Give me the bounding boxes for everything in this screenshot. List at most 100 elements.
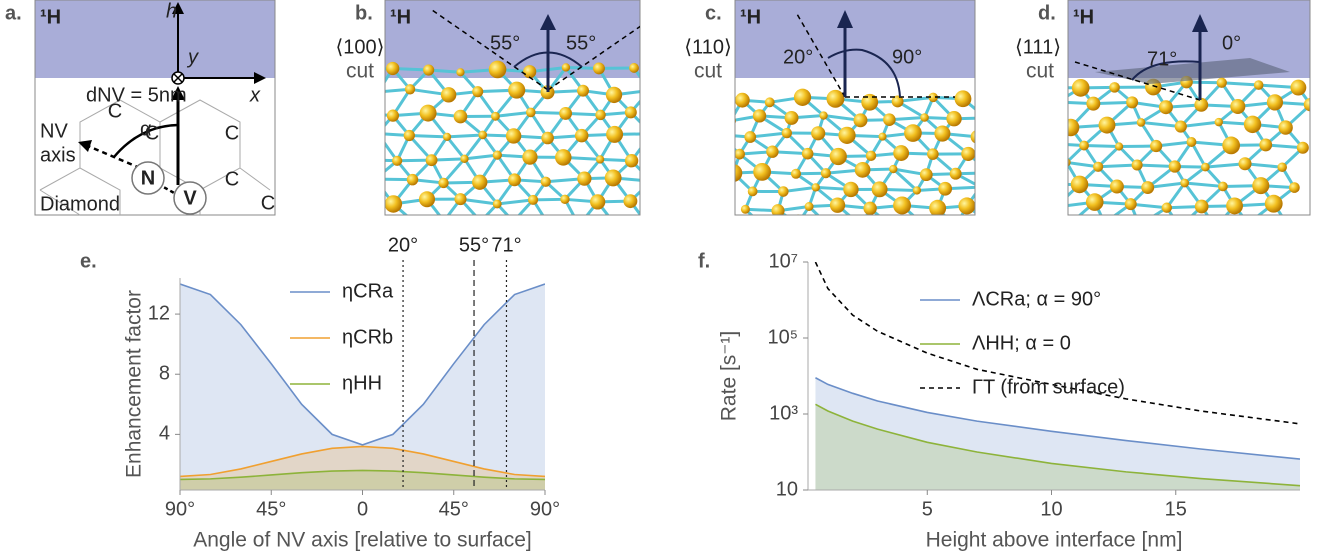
- atom: [625, 154, 638, 167]
- atom: [606, 87, 622, 103]
- atom: [528, 195, 538, 205]
- n-label: N: [141, 167, 155, 189]
- bond: [828, 225, 862, 226]
- y-tick-label: 10³: [769, 402, 798, 424]
- atom: [555, 149, 572, 166]
- atom: [370, 174, 381, 185]
- atom: [927, 148, 939, 160]
- bond: [1033, 224, 1069, 225]
- bond: [409, 135, 447, 136]
- atom: [407, 174, 418, 185]
- bond: [1248, 224, 1287, 225]
- atom: [782, 128, 792, 138]
- legend-label: ΛHH; α = 0: [972, 332, 1071, 354]
- atom: [1297, 142, 1309, 154]
- atom: [508, 82, 525, 99]
- atom: [572, 218, 586, 232]
- lattice: [354, 61, 660, 234]
- atom: [950, 168, 962, 180]
- atom: [1169, 160, 1181, 172]
- atom: [802, 148, 814, 160]
- atom: [541, 132, 554, 145]
- c-label: C: [225, 168, 239, 190]
- atom: [606, 126, 623, 143]
- atom: [830, 197, 845, 212]
- atom: [812, 183, 820, 191]
- atom: [778, 186, 789, 197]
- y-tick-label: 10⁷: [769, 250, 798, 272]
- bond: [1033, 124, 1051, 144]
- bond: [447, 135, 483, 137]
- atom: [971, 130, 985, 144]
- bond: [1215, 224, 1248, 228]
- bond: [464, 155, 497, 159]
- atom: [1093, 162, 1103, 172]
- atom: [961, 147, 975, 161]
- atom: [854, 113, 868, 127]
- bond: [977, 118, 986, 137]
- atom: [596, 155, 604, 163]
- angle-label: 55°: [566, 32, 596, 54]
- atom: [1280, 217, 1296, 233]
- bond: [513, 222, 547, 224]
- atom: [978, 110, 995, 127]
- bond: [709, 100, 730, 120]
- atom: [734, 149, 745, 160]
- depth-label: dNV = 5nm: [86, 84, 187, 106]
- atom: [356, 198, 368, 210]
- atom: [354, 154, 366, 166]
- atom: [1244, 116, 1261, 133]
- chart: f.ΛCRa; α = 90°ΛHH; α = 0ΓT (from surfac…: [698, 250, 1300, 551]
- atom: [443, 133, 451, 141]
- cut-label: cut: [694, 60, 722, 83]
- atom: [491, 112, 500, 121]
- atom: [920, 221, 930, 231]
- atom: [830, 148, 847, 165]
- x-tick-label: 0: [357, 498, 368, 520]
- bond: [981, 173, 990, 187]
- bond: [1028, 166, 1043, 184]
- atom: [1062, 119, 1080, 137]
- legend-label: ηCRb: [342, 326, 393, 348]
- panel-label: e.: [80, 250, 97, 272]
- y-axis-label: Enhancement factor: [123, 290, 146, 478]
- diamond-label: Diamond: [40, 193, 120, 215]
- figure: a. ¹H h y x dNV = 5nm NV axis α N V C C …: [0, 0, 1320, 560]
- atom: [1027, 218, 1040, 231]
- atom: [560, 195, 569, 204]
- cut-label: cut: [346, 60, 374, 83]
- atom: [843, 182, 858, 197]
- atom: [1038, 82, 1049, 93]
- atom: [934, 126, 950, 142]
- bond: [1084, 146, 1119, 147]
- bond: [360, 160, 398, 161]
- x-tick-label: 10: [1040, 498, 1062, 520]
- medium-label: ¹H: [390, 6, 411, 28]
- atom: [744, 131, 756, 143]
- atom: [811, 126, 825, 140]
- atom: [605, 169, 622, 186]
- atom: [506, 128, 521, 143]
- angle-label: 20°: [783, 46, 813, 68]
- x-tick-label: 15: [1165, 498, 1187, 520]
- atom: [863, 202, 876, 215]
- bond: [719, 121, 730, 135]
- atom: [883, 113, 896, 126]
- c-label: C: [225, 122, 239, 144]
- x-tick-label: 5: [922, 498, 933, 520]
- bond: [1018, 203, 1033, 225]
- atom: [1173, 220, 1188, 235]
- atom: [489, 61, 507, 79]
- atom: [1013, 197, 1024, 208]
- atom: [419, 191, 435, 207]
- bond: [1185, 183, 1223, 186]
- axis-label: h: [166, 0, 177, 22]
- bond: [1105, 223, 1140, 225]
- atom: [893, 145, 909, 161]
- atom: [872, 181, 888, 197]
- atom: [475, 216, 486, 227]
- atom: [1277, 162, 1287, 172]
- panel-b: b. ¹H ⟨100⟩ cut 55° 55°: [336, 0, 664, 234]
- nv-axis-label: axis: [40, 144, 76, 166]
- atom: [821, 168, 831, 178]
